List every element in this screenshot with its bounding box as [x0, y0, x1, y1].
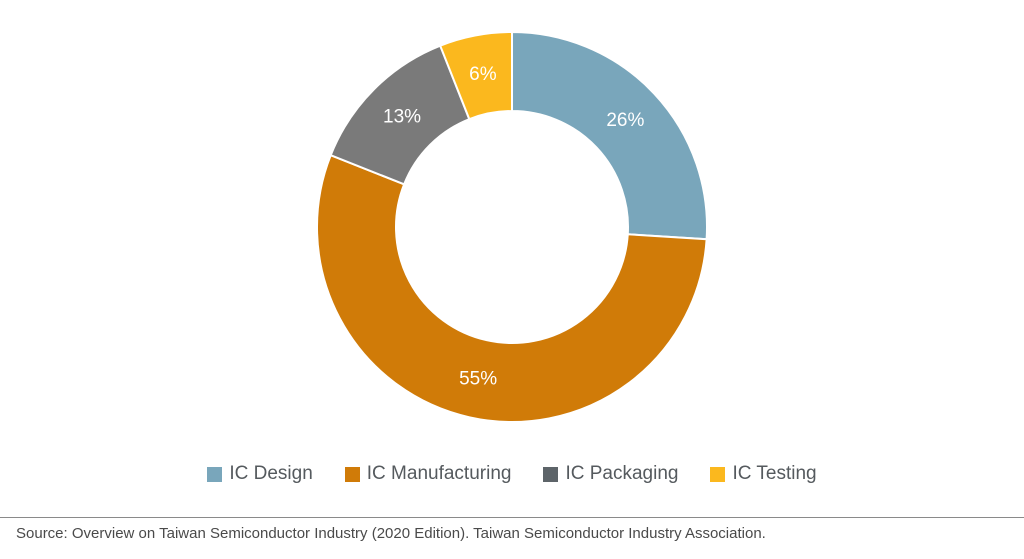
slice-label-ic-testing: 6%	[469, 64, 497, 85]
footer-divider	[0, 517, 1024, 518]
slice-label-ic-packaging: 13%	[383, 107, 421, 128]
legend-swatch-ic-design	[207, 466, 223, 482]
legend-label-ic-testing: IC Testing	[732, 463, 817, 484]
legend-label-ic-manufacturing: IC Manufacturing	[366, 463, 512, 484]
donut-chart-svg: 26% 55% 13% 6%	[316, 30, 708, 423]
legend-item-ic-design: IC Design	[207, 463, 313, 485]
slice-label-ic-design: 26%	[606, 110, 644, 131]
donut-chart: 26% 55% 13% 6%	[316, 30, 708, 423]
legend-item-ic-testing: IC Testing	[710, 463, 817, 485]
slice-ic-testing	[438, 30, 513, 121]
slice-ic-design	[511, 30, 708, 241]
source-note: Source: Overview on Taiwan Semiconductor…	[16, 525, 766, 542]
legend-label-ic-packaging: IC Packaging	[565, 463, 679, 484]
legend-swatch-ic-packaging	[543, 466, 559, 482]
legend-swatch-ic-testing	[710, 466, 726, 482]
slice-label-ic-manufacturing: 55%	[459, 368, 497, 389]
legend-item-ic-manufacturing: IC Manufacturing	[344, 463, 512, 485]
legend-swatch-ic-manufacturing	[344, 466, 360, 482]
legend-label-ic-design: IC Design	[229, 463, 313, 484]
legend-item-ic-packaging: IC Packaging	[543, 463, 678, 485]
chart-legend: IC Design IC Manufacturing IC Packaging …	[0, 461, 1024, 487]
slice-ic-manufacturing	[316, 153, 708, 423]
